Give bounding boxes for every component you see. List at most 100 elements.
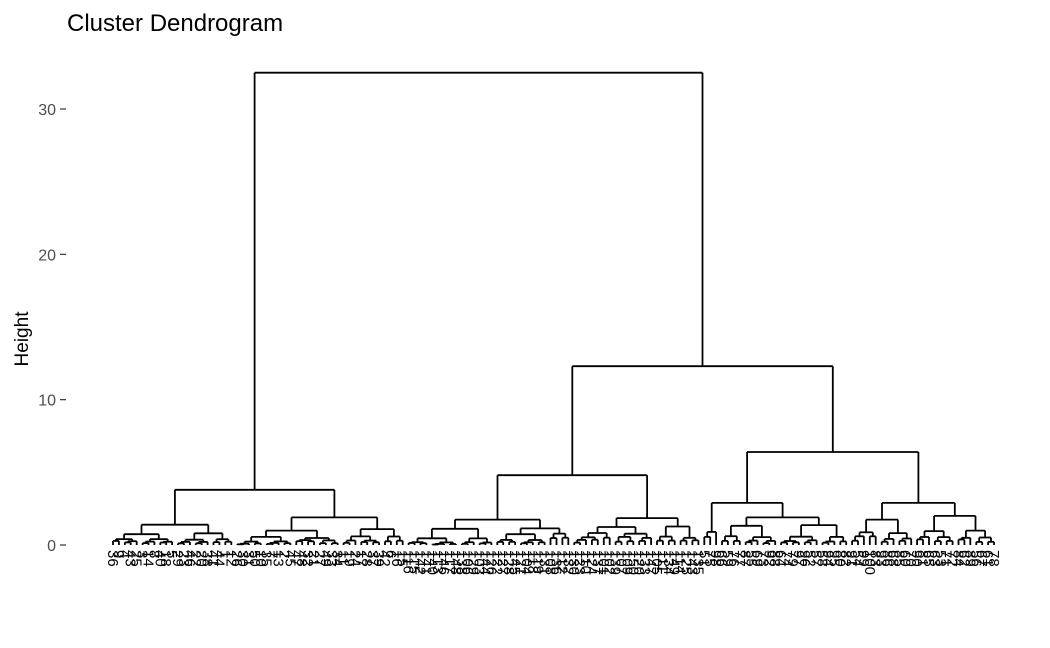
leaf-label: 141: [417, 550, 434, 575]
leaf-label: 21: [305, 550, 322, 567]
chart-title: Cluster Dendrogram: [67, 10, 283, 37]
leaf-label: 45: [281, 550, 298, 567]
leaf-label: 125: [678, 550, 695, 575]
leaf-label: 124: [583, 550, 600, 575]
leaf-label: 68: [884, 550, 901, 567]
leaf-label: 62: [955, 550, 972, 567]
leaf-label: 117: [441, 550, 458, 574]
leaf-label: 71: [938, 550, 955, 567]
leaf-label: 93: [873, 550, 890, 567]
leaf-label: 18: [157, 550, 174, 567]
leaf-label: 99: [855, 550, 872, 567]
leaf-label: 98: [707, 550, 724, 567]
leaf-label: 4: [116, 550, 133, 558]
leaf-label: 118: [524, 550, 541, 574]
leaf-label: 28: [358, 550, 375, 567]
leaf-label: 131: [536, 550, 553, 575]
leaf-label: 25: [128, 550, 145, 567]
leaf-label: 91: [843, 550, 860, 567]
leaf-label: 112: [553, 550, 570, 574]
leaf-label: 6: [382, 550, 399, 558]
leaf-label: 7: [264, 550, 281, 558]
leaf-label: 84: [950, 550, 967, 567]
leaf-label: 49: [317, 550, 334, 567]
leaf-label: 123: [571, 550, 588, 575]
leaf-label: 70: [902, 550, 919, 567]
leaf-label: 50: [246, 550, 263, 567]
leaf-label: 83: [867, 550, 884, 567]
leaf-label: 14: [139, 550, 156, 567]
leaf-label: 105: [648, 550, 665, 575]
leaf-label: 43: [122, 550, 139, 567]
leaf-label: 100: [861, 550, 878, 575]
leaf-label: 120: [630, 550, 647, 575]
leaf-label: 115: [406, 550, 423, 574]
leaf-label: 3: [134, 550, 151, 558]
leaf-label: 81: [914, 550, 931, 567]
y-tick-label: 20: [38, 247, 56, 264]
leaf-label: 132: [559, 550, 576, 575]
leaf-label: 51: [695, 550, 712, 567]
leaf-label: 106: [459, 550, 476, 575]
leaf-label: 13: [270, 550, 287, 567]
leaf-label: 130: [565, 550, 582, 575]
leaf-label: 55: [743, 550, 760, 567]
leaf-label: 85: [890, 550, 907, 567]
leaf-label: 35: [258, 550, 275, 567]
leaf-label: 66: [713, 550, 730, 567]
leaf-label: 32: [299, 550, 316, 567]
leaf-label: 46: [181, 550, 198, 567]
leaf-label: 87: [737, 550, 754, 567]
leaf-label: 56: [967, 550, 984, 567]
leaf-label: 143: [683, 550, 700, 575]
leaf-label: 36: [104, 550, 121, 567]
leaf-label: 60: [896, 550, 913, 567]
leaf-label: 65: [920, 550, 937, 567]
leaf-label: 19: [341, 550, 358, 567]
leaf-label: 101: [595, 550, 612, 575]
leaf-label: 26: [228, 550, 245, 567]
leaf-label: 16: [388, 550, 405, 567]
leaf-label: 44: [210, 550, 227, 567]
leaf-label: 54: [849, 550, 866, 567]
leaf-label: 10: [252, 550, 269, 567]
leaf-label: 67: [973, 550, 990, 567]
leaf-label: 29: [169, 550, 186, 567]
leaf-label: 145: [506, 550, 523, 575]
leaf-label: 22: [187, 550, 204, 567]
leaf-label: 57: [808, 550, 825, 567]
leaf-label: 116: [400, 550, 417, 574]
leaf-label: 42: [376, 550, 393, 567]
leaf-label: 109: [618, 550, 635, 575]
y-tick-label: 10: [38, 393, 56, 410]
leaf-label: 142: [411, 550, 428, 575]
leaf-label: 126: [482, 550, 499, 575]
leaf-label: 58: [814, 550, 831, 567]
leaf-label: 73: [754, 550, 771, 567]
leaf-label: 61: [979, 550, 996, 567]
leaf-label: 52: [802, 550, 819, 567]
leaf-label: 9: [110, 550, 127, 558]
y-tick-label: 30: [38, 102, 56, 119]
leaf-label: 89: [961, 550, 978, 567]
leaf-label: 63: [926, 550, 943, 567]
leaf-label: 38: [199, 550, 216, 567]
leaf-label: 20: [193, 550, 210, 567]
leaf-label: 78: [985, 550, 1002, 567]
leaf-label: 137: [589, 550, 606, 575]
leaf-label: 2: [275, 550, 292, 558]
leaf-label: 138: [453, 550, 470, 575]
leaf-label: 134: [660, 550, 677, 575]
leaf-label: 80: [831, 550, 848, 567]
leaf-label: 97: [790, 550, 807, 567]
leaf-label: 11: [335, 550, 352, 566]
leaf-label: 1: [216, 550, 233, 558]
leaf-label: 34: [329, 550, 346, 567]
leaf-label: 113: [429, 550, 446, 574]
leaf-label: 76: [725, 550, 742, 567]
leaf-label: 95: [825, 550, 842, 567]
leaf-label: 128: [500, 550, 517, 575]
leaf-label: 72: [944, 550, 961, 567]
leaf-label: 5: [163, 550, 180, 558]
leaf-label: 64: [772, 550, 789, 567]
